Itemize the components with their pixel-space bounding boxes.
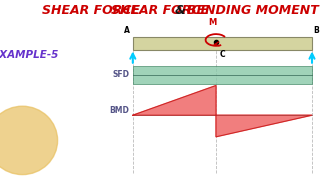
- Text: &: &: [174, 4, 185, 17]
- Text: SFD: SFD: [113, 70, 130, 79]
- Text: A: A: [124, 26, 130, 35]
- Ellipse shape: [0, 106, 58, 175]
- Text: BENDING MOMENT: BENDING MOMENT: [187, 4, 319, 17]
- Polygon shape: [216, 115, 312, 137]
- Text: C: C: [220, 50, 226, 59]
- Text: M: M: [209, 18, 217, 27]
- Text: SHEAR FORCE: SHEAR FORCE: [42, 4, 140, 17]
- Text: SHEAR FORCE: SHEAR FORCE: [111, 4, 209, 17]
- Bar: [133, 66, 312, 84]
- Bar: [133, 37, 312, 50]
- Text: BMD: BMD: [110, 106, 130, 115]
- Text: EXAMPLE-5: EXAMPLE-5: [0, 50, 59, 60]
- Polygon shape: [133, 86, 216, 115]
- Text: B: B: [314, 26, 319, 35]
